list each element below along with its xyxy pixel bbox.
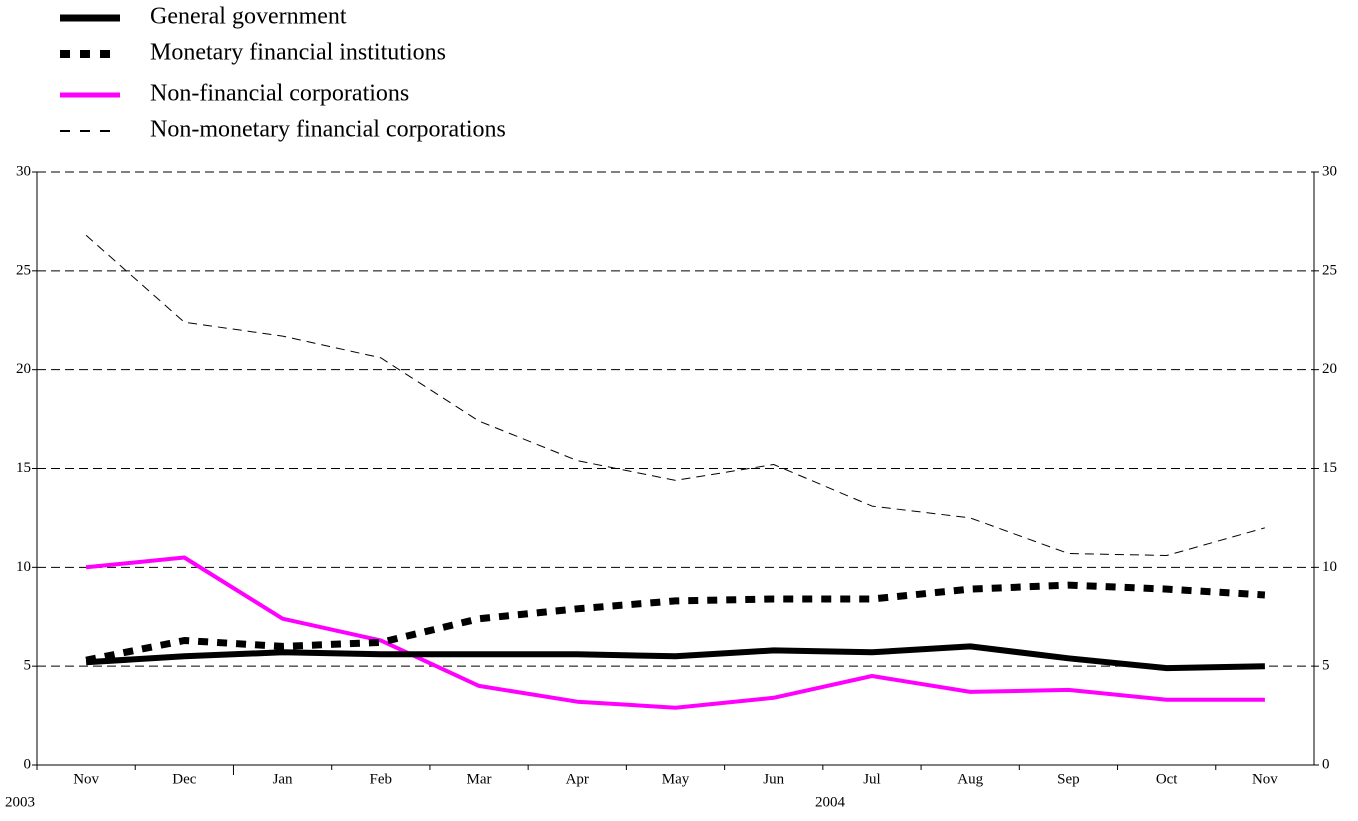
x-tick-label: Jun <box>763 771 784 787</box>
series-line <box>85 555 1265 710</box>
y-tick-label: 30 <box>16 163 31 179</box>
y-tick-label: 15 <box>16 460 31 476</box>
x-tick-label: Dec <box>172 771 196 787</box>
x-tick-label: Oct <box>1156 771 1178 787</box>
y2-tick-label: 0 <box>1322 756 1330 772</box>
series-line <box>85 643 1265 672</box>
legend-label: General government <box>150 4 347 30</box>
x-tick-label: Feb <box>370 771 393 787</box>
x-tick-label: Sep <box>1057 771 1080 787</box>
y2-tick-label: 30 <box>1322 163 1337 179</box>
x-tick-label: Jan <box>273 771 293 787</box>
x-tick-label: May <box>662 771 690 787</box>
x-tick-label: Aug <box>957 771 983 787</box>
x-group-label: 2004 <box>815 794 846 810</box>
x-tick-label: Mar <box>467 771 492 787</box>
legend-label: Non-financial corporations <box>150 81 409 107</box>
series-line <box>85 581 1266 664</box>
y-tick-label: 10 <box>16 559 31 575</box>
y-tick-label: 0 <box>24 756 32 772</box>
legend-label: Monetary financial institutions <box>150 40 446 66</box>
x-tick-label: Jul <box>863 771 881 787</box>
y2-tick-label: 10 <box>1322 559 1337 575</box>
y-tick-label: 20 <box>16 361 31 377</box>
y2-tick-label: 25 <box>1322 262 1337 278</box>
series-line <box>85 234 1266 556</box>
y-tick-label: 5 <box>24 658 32 674</box>
x-tick-label: Apr <box>566 771 589 787</box>
y-tick-label: 25 <box>16 262 31 278</box>
legend-label: Non-monetary financial corporations <box>150 117 506 143</box>
y2-tick-label: 5 <box>1322 658 1330 674</box>
y2-tick-label: 15 <box>1322 460 1337 476</box>
x-group-label: 2003 <box>5 794 35 810</box>
x-tick-label: Nov <box>73 771 99 787</box>
x-tick-label: Nov <box>1252 771 1278 787</box>
y2-tick-label: 20 <box>1322 361 1337 377</box>
